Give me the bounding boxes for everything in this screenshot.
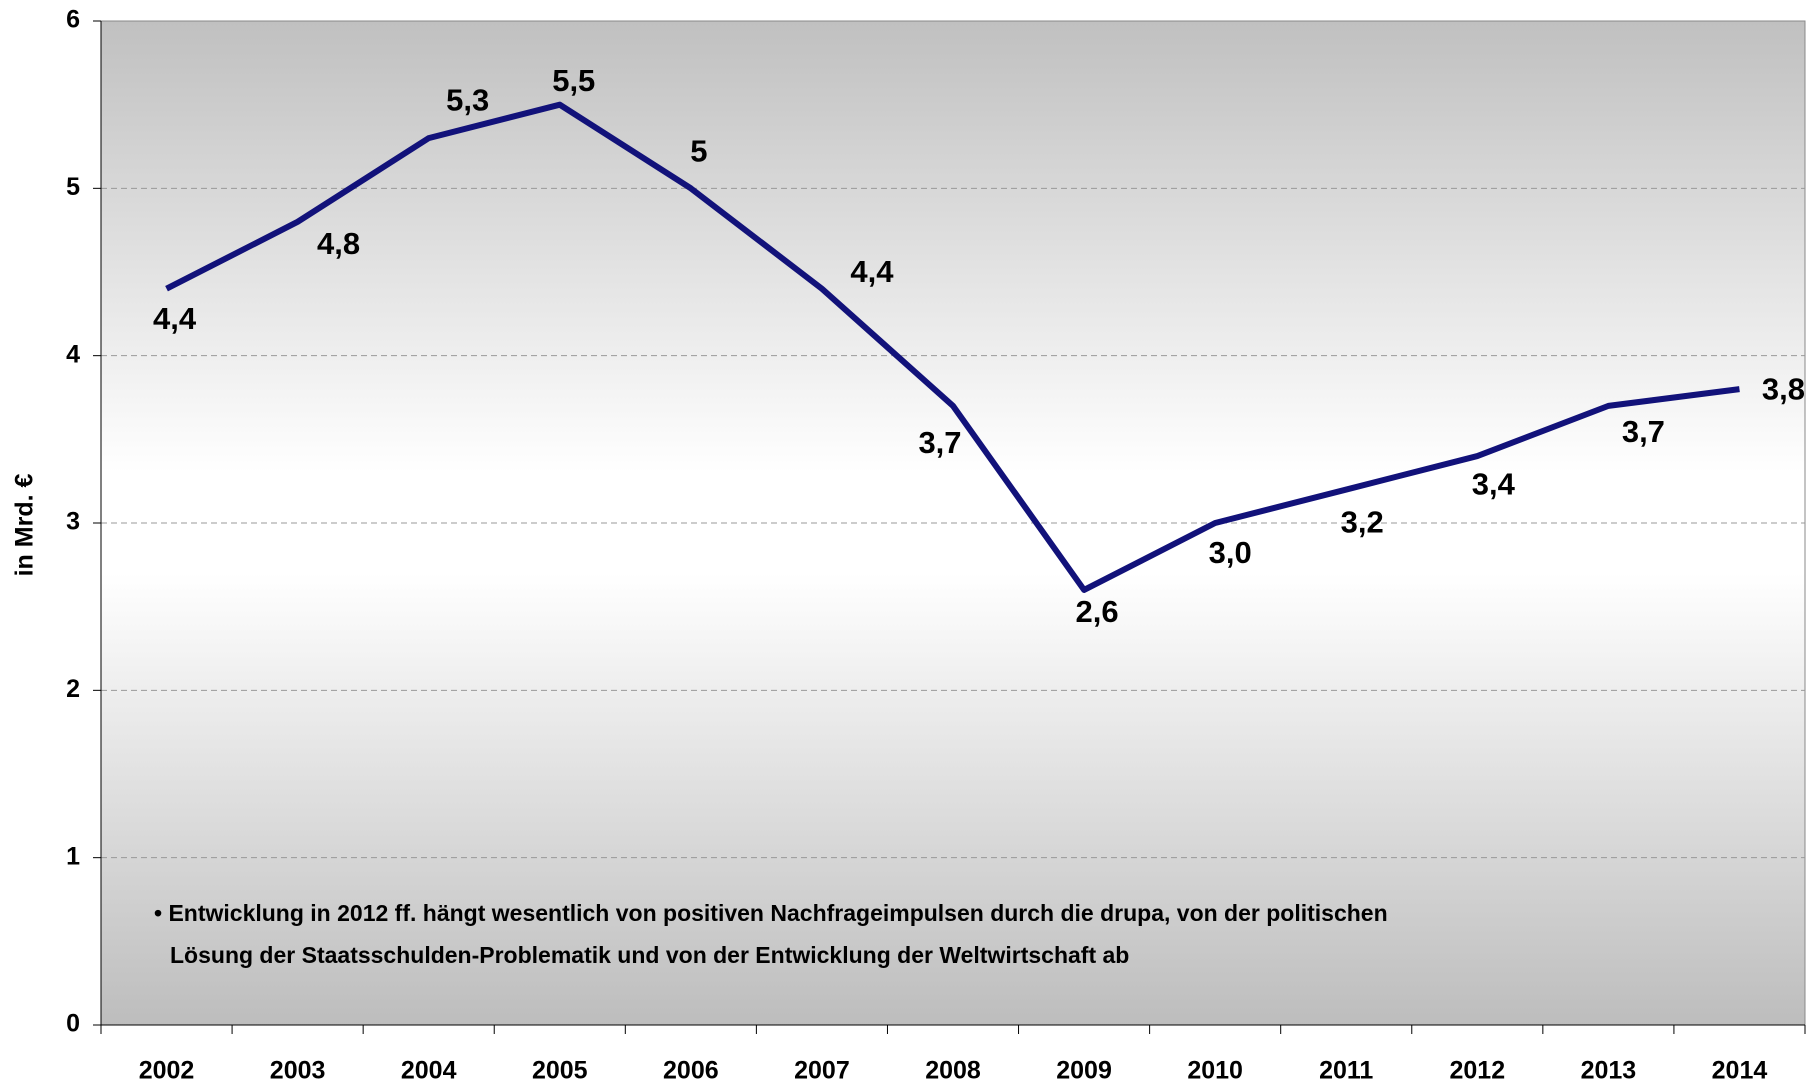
data-label: 3,7 <box>918 425 961 460</box>
y-tick-label: 3 <box>66 508 80 536</box>
x-tick-label: 2005 <box>532 1057 588 1085</box>
x-tick-label: 2003 <box>270 1057 326 1085</box>
y-tick-label: 4 <box>66 340 80 368</box>
data-label: 3,4 <box>1472 466 1516 501</box>
y-tick-label: 5 <box>66 173 80 201</box>
data-label: 5,3 <box>446 82 489 117</box>
x-tick-label: 2002 <box>139 1057 195 1085</box>
annotation: • Entwicklung in 2012 ff. hängt wesentli… <box>154 900 1388 926</box>
data-label: 3,2 <box>1341 505 1384 540</box>
data-label: 3,7 <box>1622 414 1665 449</box>
x-tick-label: 2011 <box>1319 1057 1373 1085</box>
y-tick-label: 2 <box>66 675 80 703</box>
data-label: 4,4 <box>153 301 197 336</box>
y-tick-label: 6 <box>66 6 80 34</box>
y-tick-label: 1 <box>66 842 80 870</box>
y-axis-title: in Mrd. € <box>11 474 39 577</box>
x-tick-label: 2009 <box>1056 1057 1112 1085</box>
data-label: 5,5 <box>552 63 595 98</box>
data-label: 2,6 <box>1076 594 1119 629</box>
data-label: 3,0 <box>1209 535 1252 570</box>
x-tick-label: 2004 <box>401 1057 457 1085</box>
x-tick-label: 2006 <box>663 1057 719 1085</box>
y-tick-label: 0 <box>66 1010 80 1038</box>
data-label: 3,8 <box>1762 371 1805 406</box>
data-label: 5 <box>690 134 707 169</box>
data-label: 4,8 <box>317 226 360 261</box>
x-tick-label: 2012 <box>1449 1057 1505 1085</box>
data-label: 4,4 <box>850 254 894 289</box>
x-tick-label: 2010 <box>1187 1057 1243 1085</box>
data-line <box>165 101 1740 593</box>
x-tick-label: 2013 <box>1581 1057 1637 1085</box>
x-tick-label: 2008 <box>925 1057 981 1085</box>
annotation: Lösung der Staatsschulden-Problematik un… <box>170 942 1129 968</box>
x-tick-label: 2014 <box>1712 1057 1768 1085</box>
x-tick-label: 2007 <box>794 1057 850 1085</box>
